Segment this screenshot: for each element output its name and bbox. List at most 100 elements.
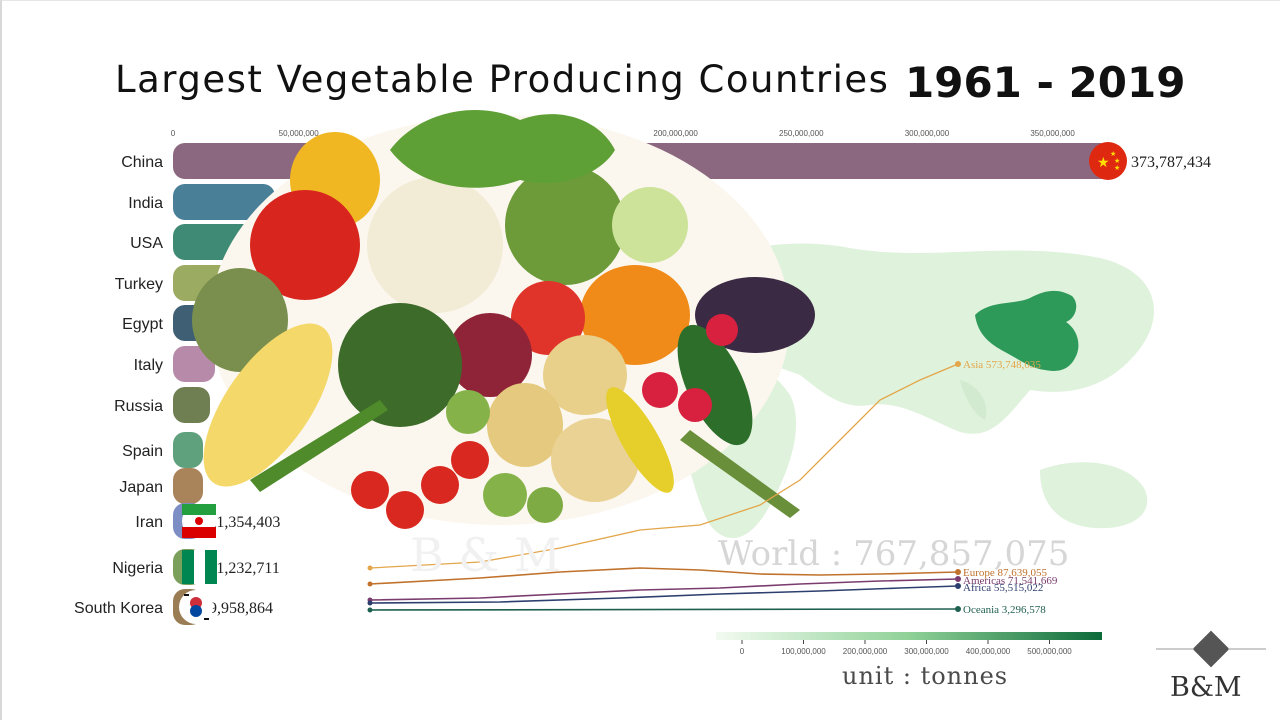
- legend-ticks: 0 100,000,000 200,000,000 300,000,000 400,00…: [740, 640, 1072, 656]
- x-tick-label: 50,000,000: [279, 129, 320, 138]
- svg-text:★: ★: [1114, 157, 1120, 165]
- line-end-point: [955, 606, 961, 612]
- zucchini-shape: [606, 387, 674, 493]
- bar-japan: [173, 468, 203, 504]
- bar-italy: [173, 346, 215, 382]
- line-end-point: [955, 569, 961, 575]
- x-tick-label: 0: [171, 129, 176, 138]
- china-flag-icon: ★ ★ ★ ★: [1089, 142, 1127, 180]
- x-tick-label: 300,000,000: [905, 129, 950, 138]
- legend-tick-label: 100,000,000: [781, 647, 826, 656]
- category-label: Nigeria: [112, 560, 163, 577]
- cucumber-shape: [677, 324, 753, 446]
- red-pepper-shape: [250, 190, 360, 300]
- tomato-shape: [511, 281, 585, 355]
- lettuce-shape: [390, 110, 615, 188]
- cabbage-shape: [505, 165, 625, 285]
- onion-shape: [448, 313, 532, 397]
- svg-text:★: ★: [1110, 150, 1116, 158]
- iran-flag-icon: [182, 504, 216, 538]
- legend-tick-label: 0: [740, 647, 745, 656]
- south-korea-flag-icon: [179, 590, 213, 624]
- region-label-americas: Americas 71,541,669: [963, 575, 1058, 587]
- value-label: 11,232,711: [209, 560, 280, 577]
- category-label: Italy: [134, 357, 163, 374]
- line-end-point: [955, 576, 961, 582]
- line-oceania: [369, 608, 959, 611]
- radish-shape-3: [706, 314, 738, 346]
- brussels-sprout-2: [527, 487, 563, 523]
- region-lines: Asia 573,748,035 Europe 87,639,055America…: [367, 359, 1058, 616]
- region-label-europe: Europe 87,639,055: [963, 567, 1048, 579]
- category-label: Iran: [135, 514, 163, 531]
- year-range: 1961 - 2019: [905, 58, 1186, 107]
- vegetable-photo: [192, 110, 815, 529]
- category-label: China: [121, 154, 163, 171]
- cherry-tomato-4: [451, 441, 489, 479]
- category-label: India: [128, 195, 163, 212]
- line-end-point: [955, 583, 961, 589]
- asparagus-shape: [680, 430, 800, 518]
- brussels-sprout-3: [446, 390, 490, 434]
- svg-text:★: ★: [1114, 164, 1120, 172]
- category-label: Japan: [119, 479, 163, 496]
- region-label-africa: Africa 55,515,022: [963, 582, 1043, 594]
- value-labels: 373,787,434 11,354,403 11,232,711 9,958,864: [209, 154, 1211, 617]
- category-label: Spain: [122, 443, 163, 460]
- legend-tick-label: 500,000,000: [1027, 647, 1072, 656]
- unit-label: unit : tonnes: [842, 662, 1009, 690]
- brussels-sprout-1: [483, 473, 527, 517]
- artichoke-shape: [192, 268, 288, 372]
- cherry-tomato-2: [386, 491, 424, 529]
- legend-tick-label: 200,000,000: [843, 647, 888, 656]
- broccoli-shape: [338, 303, 462, 427]
- x-tick-label: 250,000,000: [779, 129, 824, 138]
- diamond-logo-icon: [1156, 630, 1266, 668]
- line-europe: [369, 567, 959, 585]
- green-beans-shape: [250, 400, 388, 492]
- category-label: South Korea: [74, 600, 163, 617]
- category-label: Egypt: [122, 316, 163, 333]
- region-label-oceania: Oceania 3,296,578: [963, 604, 1046, 616]
- value-label: 373,787,434: [1131, 154, 1211, 171]
- radish-shape-2: [678, 388, 712, 422]
- orange-pepper-shape: [580, 265, 690, 365]
- line-start-point: [367, 581, 373, 587]
- radish-shape-1: [642, 372, 678, 408]
- kohlrabi-shape: [612, 187, 688, 263]
- potato-shape-2: [487, 383, 563, 467]
- line-africa: [369, 585, 959, 604]
- x-tick-label: 350,000,000: [1030, 129, 1075, 138]
- bar-russia: [173, 387, 210, 423]
- value-label: 11,354,403: [209, 514, 280, 531]
- line-end-point: [955, 361, 961, 367]
- line-start-point: [367, 607, 373, 613]
- line-start-point: [367, 600, 373, 606]
- cherry-tomato-1: [351, 471, 389, 509]
- category-labels: China India USA Turkey Egypt Italy Russia Spain…: [74, 154, 164, 617]
- potato-shape-1: [543, 335, 627, 415]
- category-label: Turkey: [115, 276, 163, 293]
- nigeria-flag-icon: [182, 550, 217, 584]
- line-asia: [369, 363, 959, 569]
- cherry-tomato-3: [421, 466, 459, 504]
- world-total: World : 767,857,075: [718, 534, 1070, 574]
- bar-india: [173, 184, 275, 220]
- cauliflower-shape: [367, 177, 503, 313]
- legend-tick-label: 400,000,000: [966, 647, 1011, 656]
- china-map-highlight: [975, 290, 1079, 371]
- x-tick-label: 200,000,000: [653, 129, 698, 138]
- watermark: B & M: [410, 528, 562, 582]
- color-legend-bar: [716, 632, 1102, 640]
- category-label: Russia: [114, 398, 163, 415]
- bar-spain: [173, 432, 203, 468]
- line-start-point: [367, 565, 373, 571]
- potato-shape-3: [551, 418, 639, 502]
- logo-text: B&M: [1170, 672, 1242, 703]
- region-label-asia: Asia 573,748,035: [963, 359, 1041, 371]
- line-americas: [369, 578, 959, 601]
- legend-tick-label: 300,000,000: [904, 647, 949, 656]
- category-label: USA: [130, 235, 163, 252]
